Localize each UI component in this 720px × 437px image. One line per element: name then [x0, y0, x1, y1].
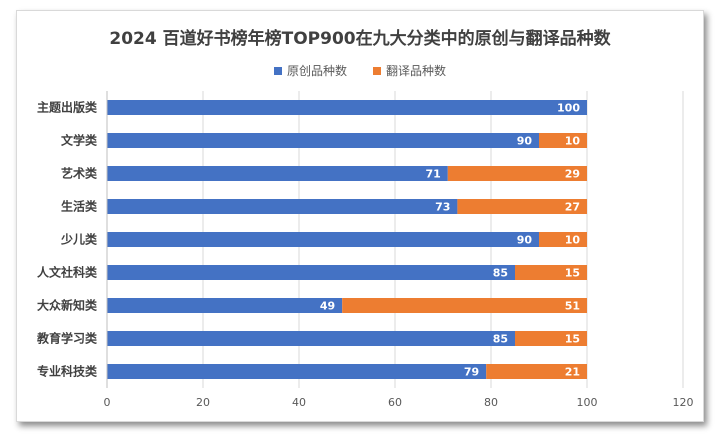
category-label: 少儿类	[60, 232, 98, 247]
bar-original	[107, 298, 343, 313]
data-label-translated: 15	[565, 267, 580, 280]
x-tick-label: 40	[292, 396, 306, 409]
category-label: 生活类	[61, 199, 98, 214]
bar-original	[107, 100, 587, 115]
category-label: 教育学习类	[36, 331, 98, 346]
x-tick-label: 20	[196, 396, 210, 409]
data-label-original: 85	[493, 267, 508, 280]
x-tick-label: 80	[484, 396, 498, 409]
data-label-translated: 10	[565, 135, 581, 148]
legend-label-translated: 翻译品种数	[386, 64, 447, 78]
data-label-original: 71	[425, 168, 440, 181]
legend-label-original: 原创品种数	[286, 64, 347, 78]
data-label-original: 90	[517, 135, 533, 148]
data-label-original: 90	[517, 234, 533, 247]
data-label-original: 85	[493, 333, 508, 346]
bar-original	[107, 166, 448, 181]
data-label-translated: 10	[565, 234, 581, 247]
bar-translated	[486, 364, 587, 379]
data-label-translated: 21	[565, 366, 580, 379]
legend-item-original: 原创品种数	[273, 62, 347, 79]
bar-original	[107, 232, 539, 247]
category-label: 大众新知类	[37, 298, 98, 313]
legend-swatch-original	[273, 66, 282, 75]
bar-translated	[342, 298, 587, 313]
x-tick-label: 120	[673, 396, 694, 409]
bar-original	[107, 331, 515, 346]
category-label: 主题出版类	[37, 100, 98, 115]
x-tick-label: 0	[104, 396, 111, 409]
chart-title: 2024 百道好书榜年榜TOP900在九大分类中的原创与翻译品种数	[109, 29, 611, 49]
data-label-original: 100	[557, 102, 580, 115]
data-label-original: 79	[464, 366, 479, 379]
data-label-translated: 27	[565, 201, 580, 214]
bar-original	[107, 199, 458, 214]
bar-translated	[515, 331, 587, 346]
bar-original	[107, 364, 487, 379]
category-label: 艺术类	[61, 166, 98, 181]
chart-frame	[16, 10, 704, 422]
bar-original	[107, 133, 539, 148]
bar-translated	[447, 166, 587, 181]
category-label: 文学类	[61, 133, 98, 148]
chart-legend: 原创品种数 翻译品种数	[0, 62, 720, 79]
bar-translated	[515, 265, 587, 280]
x-tick-label: 60	[388, 396, 402, 409]
data-label-translated: 29	[565, 168, 580, 181]
category-label: 专业科技类	[37, 364, 98, 379]
bar-translated	[539, 133, 587, 148]
data-label-translated: 51	[565, 300, 580, 313]
x-tick-label: 100	[577, 396, 598, 409]
bar-translated	[539, 232, 587, 247]
legend-swatch-translated	[373, 66, 381, 75]
bar-original	[107, 265, 515, 280]
data-label-translated: 15	[565, 333, 580, 346]
category-label: 人文社科类	[37, 265, 98, 280]
legend-item-translated: 翻译品种数	[373, 62, 446, 79]
data-label-original: 73	[435, 201, 450, 214]
bar-translated	[457, 199, 587, 214]
data-label-original: 49	[320, 300, 335, 313]
